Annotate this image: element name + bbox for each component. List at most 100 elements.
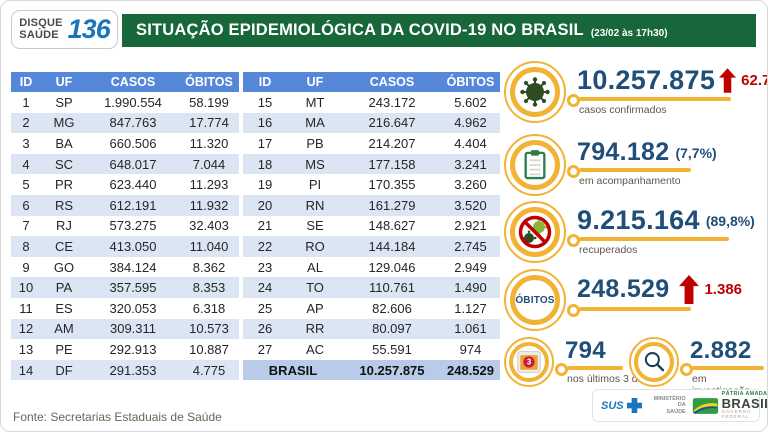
hotline-number: 136 [67, 14, 111, 44]
yellow-divider [567, 94, 731, 107]
cell-id: 6 [22, 197, 30, 213]
cell-obitos: 1.061 [454, 321, 487, 337]
cell-uf: PE [55, 341, 73, 357]
page-title: SITUAÇÃO EPIDEMIOLÓGICA DA COVID-19 NO B… [136, 21, 584, 39]
brasil-government-logo: PÁTRIA AMADA BRASIL GOVERNO FEDERAL [692, 391, 767, 420]
cell-casos: 573.275 [109, 218, 157, 234]
up-arrow-icon [719, 68, 737, 93]
cell-casos: 82.606 [372, 300, 412, 316]
table-row: 5 PR 623.440 11.293 [11, 174, 239, 195]
cell-casos: 243.172 [368, 94, 416, 110]
cell-obitos: 10.887 [189, 341, 229, 357]
cell-uf: PA [55, 280, 73, 296]
cell-id: 17 [257, 135, 273, 151]
yellow-divider [567, 304, 691, 317]
table-row: 23 AL 129.046 2.949 [243, 257, 500, 278]
data-source-note: Fonte: Secretarias Estaduais de Saúde [13, 410, 222, 424]
cell-id: 18 [257, 156, 273, 172]
cell-casos: 1.990.554 [104, 94, 162, 110]
cell-uf: DF [55, 362, 73, 378]
table-row: 10 PA 357.595 8.353 [11, 277, 239, 298]
confirmed-cases-label: casos confirmados [579, 104, 667, 116]
deaths-value: 248.529 [577, 275, 670, 303]
cell-casos: 144.184 [368, 238, 416, 254]
cell-uf: MG [53, 115, 75, 131]
table-row: 27 AC 55.591 974 [243, 339, 500, 360]
cell-uf: RR [305, 321, 325, 337]
cell-id: 23 [257, 259, 273, 275]
confirmed-cases-value: 10.257.875 [577, 65, 716, 95]
cell-id: 10 [18, 280, 34, 296]
cell-obitos: 3.520 [454, 197, 487, 213]
cell-uf: CE [54, 238, 74, 254]
table-header-row: ID UF CASOS ÓBITOS [11, 72, 239, 92]
cell-casos: 357.595 [109, 280, 157, 296]
cell-uf: MT [305, 94, 325, 110]
col-obitos: ÓBITOS [441, 72, 500, 92]
table-row: 15 MT 243.172 5.602 [243, 92, 500, 113]
deaths-icon-label: ÓBITOS [515, 294, 555, 306]
cell-id: 13 [18, 341, 34, 357]
last-3-days-value: 794 [565, 337, 606, 364]
cell-id: 5 [22, 177, 30, 193]
cell-id: 19 [257, 177, 273, 193]
total-label: BRASIL [243, 359, 343, 381]
table-row: 26 RR 80.097 1.061 [243, 318, 500, 340]
states-table-left: ID UF CASOS ÓBITOS 1 SP 1.990.554 58.199… [11, 72, 239, 381]
table-row: 11 ES 320.053 6.318 [11, 298, 239, 319]
cell-id: 25 [257, 300, 273, 316]
cell-obitos: 11.932 [189, 197, 229, 213]
last-3-days-label: nos últimos 3 dias [567, 373, 652, 385]
cell-uf: RJ [56, 218, 72, 234]
table-row: 14 DF 291.353 4.775 [11, 359, 239, 381]
yellow-divider [567, 165, 691, 178]
sus-cross-icon [626, 398, 642, 413]
cell-uf: MS [305, 156, 325, 172]
cell-casos: 648.017 [109, 156, 157, 172]
virus-icon [504, 61, 566, 123]
yellow-divider [680, 363, 764, 376]
cell-id: 1 [22, 94, 30, 110]
cell-casos: 847.763 [109, 115, 157, 131]
cell-id: 2 [22, 115, 30, 131]
cell-id: 11 [19, 300, 33, 316]
col-casos: CASOS [343, 72, 441, 92]
up-arrow-icon [679, 275, 700, 304]
cell-id: 24 [257, 280, 273, 296]
cell-obitos: 2.745 [454, 238, 487, 254]
disque-saude-label: DISQUE SAÚDE [19, 17, 63, 41]
monitoring-percent: (7,7%) [675, 144, 717, 161]
col-uf: UF [41, 72, 87, 92]
cell-casos: 55.591 [372, 341, 412, 357]
table-header-row: ID UF CASOS ÓBITOS [243, 72, 500, 92]
cell-id: 16 [257, 115, 273, 131]
stat-monitoring: 794.182 (7,7%) em acompanhamento [504, 134, 717, 196]
table-row: 19 PI 170.355 3.260 [243, 174, 500, 195]
no-virus-icon [504, 201, 566, 263]
cell-id: 22 [257, 238, 273, 254]
table-row: 16 MA 216.647 4.962 [243, 112, 500, 134]
cell-id: 14 [18, 362, 34, 378]
cell-uf: SC [54, 156, 74, 172]
cell-casos: 161.279 [368, 197, 416, 213]
title-bar: SITUAÇÃO EPIDEMIOLÓGICA DA COVID-19 NO B… [122, 14, 756, 47]
table-row: 18 MS 177.158 3.241 [243, 153, 500, 175]
recovered-percent: (89,8%) [705, 212, 755, 229]
recovered-value: 9.215.164 [577, 205, 700, 235]
table-row: 2 MG 847.763 17.774 [11, 112, 239, 134]
cell-id: 26 [257, 321, 273, 337]
cell-obitos: 58.199 [189, 94, 229, 110]
col-obitos: ÓBITOS [179, 72, 239, 92]
cell-uf: BA [55, 135, 73, 151]
cell-obitos: 11.320 [189, 135, 229, 151]
col-id: ID [11, 72, 41, 92]
cell-casos: 384.124 [109, 259, 157, 275]
yellow-divider [567, 234, 729, 247]
table-row: 24 TO 110.761 1.490 [243, 277, 500, 298]
stat-last-3-days: 3 794 nos últimos 3 dias [504, 337, 651, 387]
recovered-label: recuperados [579, 244, 638, 256]
cell-casos: 148.627 [368, 218, 416, 234]
cell-casos: 177.158 [368, 156, 416, 172]
cell-uf: PI [308, 177, 322, 193]
stat-under-investigation: 2.882 em investigação [629, 337, 767, 397]
